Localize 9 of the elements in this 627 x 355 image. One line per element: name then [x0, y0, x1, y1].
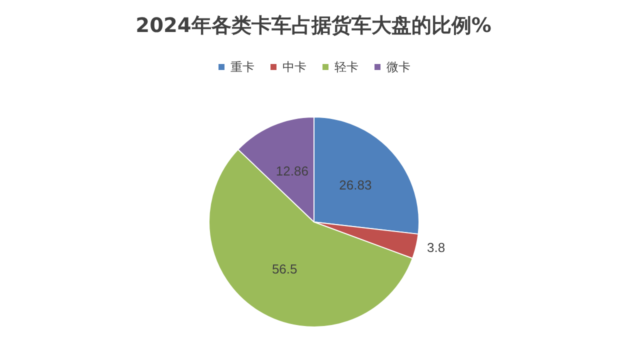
legend-label: 微卡 [386, 60, 410, 74]
data-label: 26.83 [339, 178, 372, 193]
legend-label: 重卡 [230, 60, 254, 74]
legend-label: 中卡 [282, 60, 306, 74]
data-label: 12.86 [276, 163, 308, 178]
chart-title: 2024年各类卡车占据货车大盘的比例% [136, 13, 492, 37]
data-label: 3.8 [427, 240, 446, 255]
data-label: 56.5 [272, 262, 298, 277]
legend-label: 轻卡 [334, 60, 358, 74]
